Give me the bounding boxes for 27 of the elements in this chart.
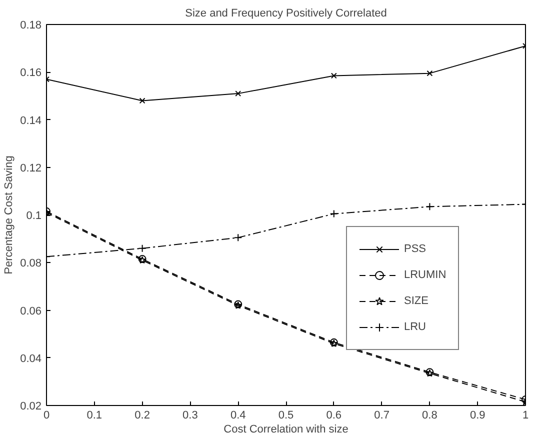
- x-tick-label: 1: [522, 410, 529, 422]
- y-tick-label: 0.18: [20, 20, 42, 32]
- x-tick-label: 0.3: [182, 410, 198, 422]
- y-tick-label: 0.06: [20, 305, 42, 318]
- x-tick-label: 0.6: [326, 410, 342, 422]
- x-tick-label: 0: [43, 410, 50, 422]
- y-tick-label: 0.12: [20, 162, 42, 174]
- x-tick-label: 0.8: [422, 410, 438, 422]
- y-tick-label: 0.16: [20, 67, 42, 80]
- x-tick-label: 0.9: [470, 410, 486, 422]
- x-tick-label: 0.7: [374, 410, 390, 422]
- legend-label: SIZE: [404, 295, 428, 307]
- y-tick-label: 0.04: [20, 352, 42, 365]
- legend-label: LRU: [404, 321, 426, 333]
- legend-label: PSS: [404, 243, 426, 255]
- y-axis-title: Percentage Cost Saving: [3, 156, 16, 274]
- x-tick-label: 0.5: [278, 410, 294, 422]
- chart-title: Size and Frequency Positively Correlated: [185, 8, 387, 20]
- x-tick-label: 0.2: [134, 410, 150, 422]
- y-tick-label: 0.02: [20, 400, 42, 412]
- x-tick-label: 0.4: [230, 410, 246, 422]
- y-tick-label: 0.08: [20, 258, 42, 270]
- x-axis-title: Cost Correlation with size: [224, 424, 348, 436]
- legend-label: LRUMIN: [404, 269, 446, 281]
- y-tick-label: 0.1: [26, 210, 42, 222]
- x-tick-label: 0.1: [86, 410, 102, 422]
- y-tick-label: 0.14: [20, 114, 42, 127]
